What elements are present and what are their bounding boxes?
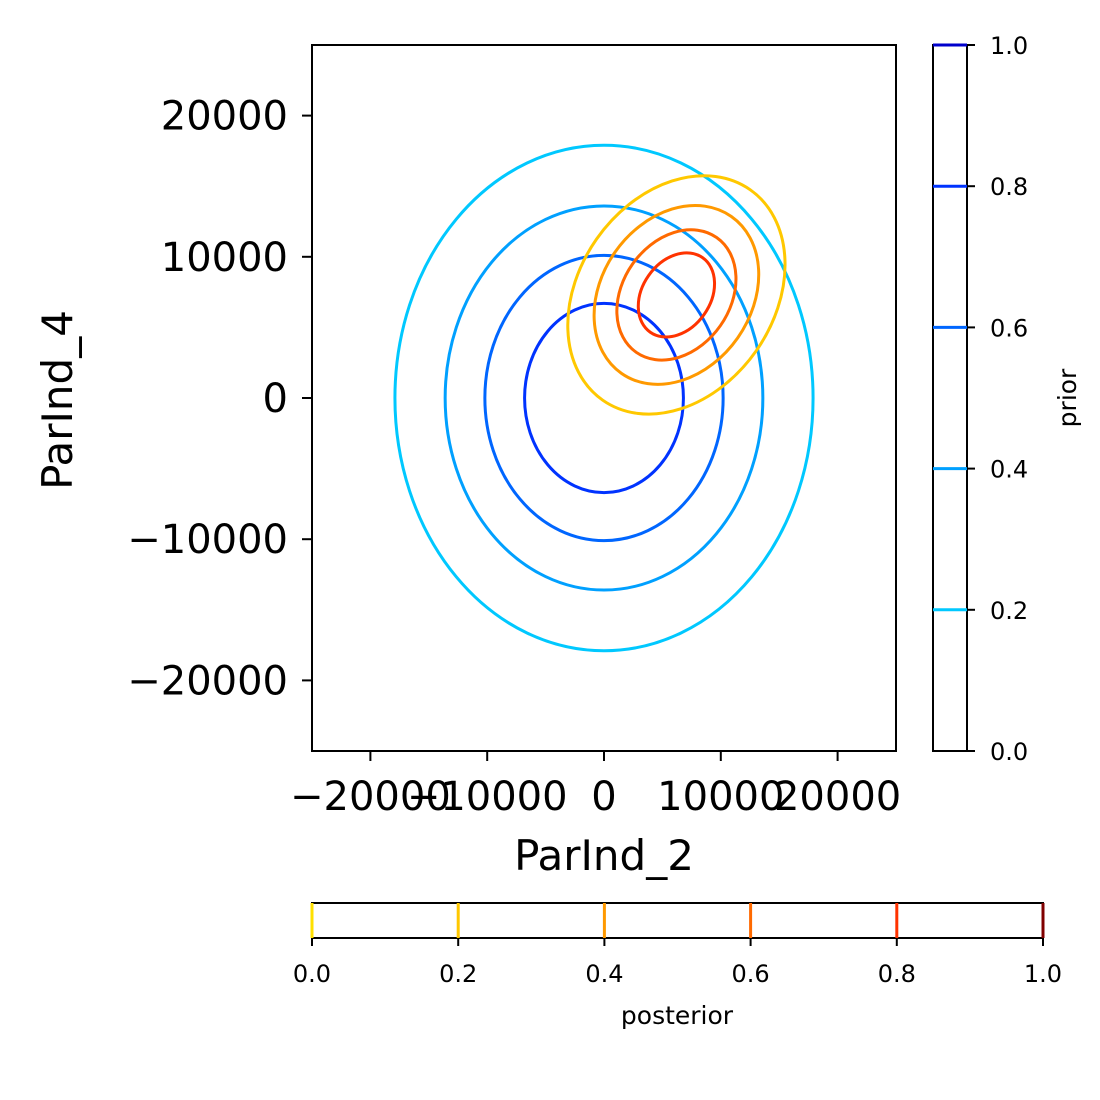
posterior-colorbar-tick-label: 0.2 [439,960,477,988]
prior-contour-0-6 [483,253,725,543]
y-tick-label: 10000 [161,235,288,281]
y-tick-label: −10000 [127,517,288,563]
x-axis-label: ParInd_2 [514,831,694,880]
x-tick-label: 20000 [774,774,901,820]
posterior-contour-0-2 [566,174,787,416]
y-tick-label: 0 [263,376,288,422]
prior-colorbar-tick-label: 0.4 [990,456,1028,484]
posterior-colorbar-tick-label: 0.8 [878,960,916,988]
prior-contour-0-8 [523,301,685,495]
prior-colorbar-label: prior [1053,368,1082,427]
prior-colorbar-box [932,44,968,752]
y-tick-label: −20000 [127,658,288,704]
prior-colorbar-tick-label: 0.6 [990,314,1028,342]
posterior-colorbar: 0.0 0.2 0.4 0.6 0.8 1.0 [293,902,1062,988]
prior-contour-0-2 [393,143,815,653]
posterior-colorbar-label: posterior [621,1001,734,1030]
prior-colorbar-tick-label: 0.8 [990,173,1028,201]
posterior-colorbar-box [311,902,1044,939]
prior-colorbar-tick-label: 0.0 [990,738,1028,766]
posterior-colorbar-tick-label: 1.0 [1024,960,1062,988]
x-tick-label: 10000 [657,774,784,820]
contour-lines [393,143,815,653]
x-tick-label: −20000 [290,774,451,820]
prior-colorbar: 0.0 0.2 0.4 0.6 0.8 1.0 [932,32,1028,766]
prior-colorbar-tick-label: 0.2 [990,597,1028,625]
prior-colorbar-tick-label: 1.0 [990,32,1028,60]
posterior-contour-0-4 [592,203,761,386]
y-axis-label: ParInd_4 [33,310,82,490]
posterior-colorbar-tick-label: 0.6 [732,960,770,988]
posterior-colorbar-tick-label: 0.4 [585,960,623,988]
plot-frame [311,44,897,752]
y-axis-ticks: −20000 −10000 0 10000 20000 [127,94,312,704]
x-tick-label: −10000 [407,774,568,820]
posterior-contour-0-8 [636,251,717,339]
y-tick-label: 20000 [161,94,288,140]
posterior-contour-0-6 [615,228,738,362]
posterior-colorbar-tick-label: 0.0 [293,960,331,988]
x-tick-label: 0 [591,774,616,820]
prior-contour-0-4 [443,204,765,592]
